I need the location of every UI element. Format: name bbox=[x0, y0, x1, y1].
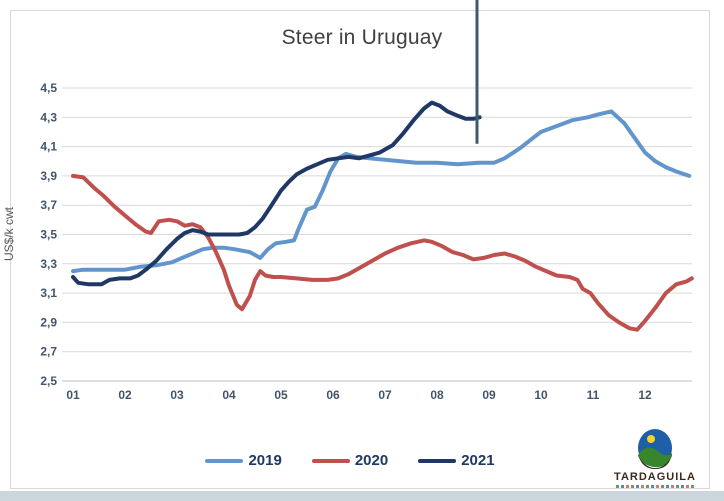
x-tick-label: 03 bbox=[170, 388, 184, 402]
x-tick-label: 09 bbox=[482, 388, 496, 402]
y-tick-label: 3,3 bbox=[40, 257, 57, 271]
chart-frame bbox=[10, 10, 710, 489]
x-tick-label: 01 bbox=[66, 388, 80, 402]
x-tick-label: 07 bbox=[378, 388, 392, 402]
tardaguila-logo-subtext bbox=[616, 485, 694, 488]
legend-swatch-2020 bbox=[311, 458, 350, 463]
series-line-2019 bbox=[71, 109, 692, 274]
legend-label-2020: 2020 bbox=[354, 452, 389, 469]
y-tick-label: 4,3 bbox=[40, 110, 57, 124]
legend-item-2021: 2021 bbox=[418, 452, 495, 469]
legend-label-2021: 2021 bbox=[461, 452, 495, 469]
x-tick-label: 06 bbox=[326, 388, 340, 402]
series-line-2020 bbox=[71, 173, 694, 332]
tardaguila-logo-text: TARDAGUILA bbox=[614, 471, 696, 483]
y-tick-label: 3,7 bbox=[40, 198, 57, 212]
tardaguila-logo: TARDAGUILA bbox=[603, 428, 707, 488]
y-tick-label: 2,7 bbox=[40, 345, 57, 359]
y-tick-label: 2,5 bbox=[40, 374, 57, 388]
legend-swatch-2019 bbox=[205, 458, 244, 463]
x-tick-label: 08 bbox=[430, 388, 444, 402]
y-tick-label: 4,1 bbox=[40, 140, 57, 154]
legend-item-2019: 2019 bbox=[205, 452, 282, 469]
legend-item-2020: 2020 bbox=[311, 452, 389, 469]
x-tick-label: 04 bbox=[222, 388, 236, 402]
bottom-strip bbox=[0, 491, 724, 501]
legend-swatch-2021 bbox=[418, 458, 457, 463]
x-tick-label: 02 bbox=[118, 388, 132, 402]
y-tick-label: 3,9 bbox=[40, 169, 57, 183]
x-tick-label: 12 bbox=[638, 388, 652, 402]
y-tick-label: 4,5 bbox=[40, 81, 57, 95]
legend-label-2019: 2019 bbox=[248, 452, 282, 469]
x-tick-label: 11 bbox=[587, 388, 600, 402]
x-tick-label: 10 bbox=[534, 388, 548, 402]
y-tick-label: 2,9 bbox=[40, 315, 57, 329]
chart-title: Steer in Uruguay bbox=[281, 26, 443, 49]
chart-legend: 2019 2020 2021 bbox=[0, 452, 700, 469]
y-tick-label: 3,1 bbox=[40, 286, 57, 300]
series-line-2021 bbox=[71, 100, 482, 287]
x-tick-label: 05 bbox=[274, 388, 288, 402]
tardaguila-globe-icon bbox=[638, 429, 672, 469]
y-tick-label: 3,5 bbox=[40, 228, 57, 242]
